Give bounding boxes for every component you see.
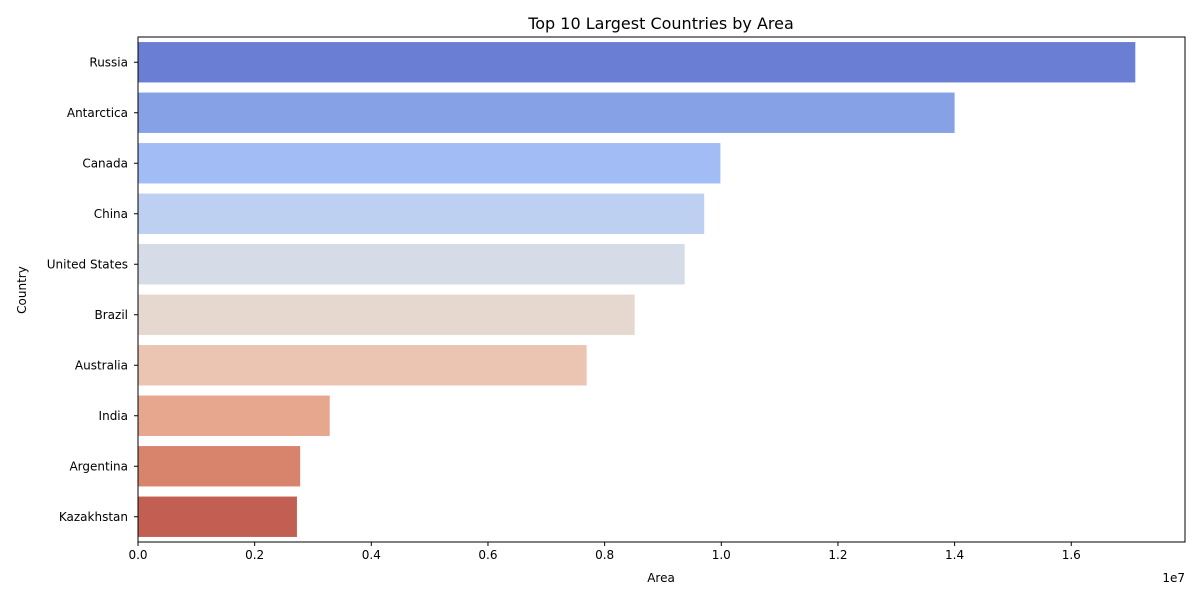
y-tick-label: India (99, 409, 128, 423)
y-tick-label: Brazil (95, 308, 129, 322)
bar-china (138, 193, 705, 234)
x-tick-label: 0.8 (595, 548, 614, 562)
x-tick-label: 1.4 (945, 548, 964, 562)
x-tick-label: 1.2 (828, 548, 847, 562)
x-axis-label: Area (647, 571, 675, 585)
y-axis-label: Country (15, 266, 29, 314)
x-ticks-layer: 0.0 0.2 0.4 0.6 0.8 1.0 1.2 1.4 1.6 (128, 542, 1081, 562)
x-tick-label: 1.6 (1062, 548, 1081, 562)
bar-argentina (138, 446, 301, 487)
x-tick-label: 0.2 (245, 548, 264, 562)
y-ticks-layer: Russia Antarctica Canada China United States… (47, 55, 138, 524)
y-tick-label: Canada (82, 156, 128, 170)
bar-kazakhstan (138, 496, 297, 537)
bar-united-states (138, 244, 685, 285)
bar-russia (138, 42, 1136, 83)
bars-layer (138, 42, 1136, 537)
plot-frame (137, 36, 1186, 543)
x-tick-label: 1.0 (712, 548, 731, 562)
y-tick-label: Kazakhstan (59, 510, 128, 524)
bar-canada (138, 143, 721, 184)
x-tick-label: 0.4 (362, 548, 381, 562)
y-tick-label: Antarctica (67, 106, 128, 120)
x-axis-offset-text: 1e7 (1162, 571, 1185, 585)
bar-antarctica (138, 92, 955, 133)
y-tick-label: Australia (75, 358, 128, 372)
y-tick-label: Russia (89, 55, 128, 69)
bar-australia (138, 345, 587, 386)
y-tick-label: United States (47, 257, 128, 271)
x-tick-label: 0.6 (478, 548, 497, 562)
x-tick-label: 0.0 (128, 548, 147, 562)
bar-brazil (138, 294, 635, 335)
chart-title: Top 10 Largest Countries by Area (527, 14, 794, 33)
y-tick-label: Argentina (69, 459, 128, 473)
y-tick-label: China (94, 207, 128, 221)
bar-india (138, 395, 330, 436)
